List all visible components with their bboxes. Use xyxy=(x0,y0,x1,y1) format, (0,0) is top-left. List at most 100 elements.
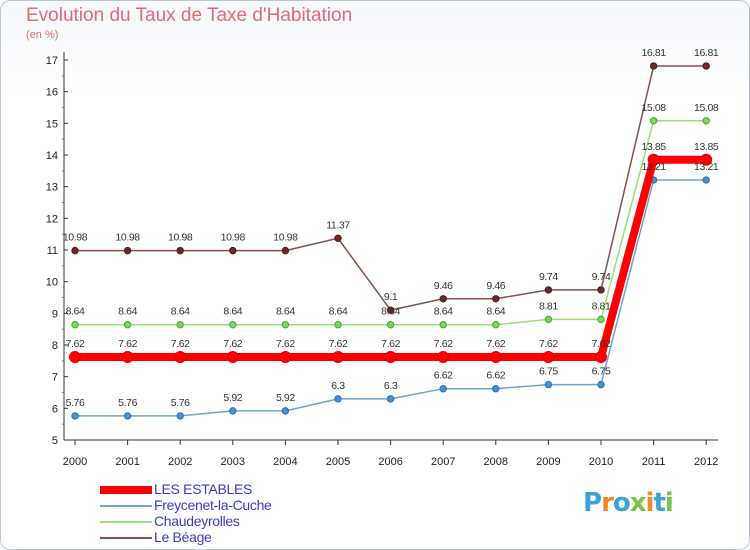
data-label: 8.64 xyxy=(276,306,295,318)
data-label: 7.62 xyxy=(223,338,242,350)
data-label: 6.3 xyxy=(384,380,398,392)
data-label: 8.64 xyxy=(223,306,242,318)
data-label: 7.62 xyxy=(381,338,400,350)
axes: 5 6 7 8 9 10 11 12 13 14 15 16 17 2000 2001 2002 2003 200… xyxy=(46,52,718,468)
x-tick-label: 2000 xyxy=(63,456,87,468)
data-point xyxy=(647,153,660,166)
y-tick-label: 9 xyxy=(52,308,58,320)
data-point xyxy=(332,351,344,364)
data-point xyxy=(123,412,132,420)
data-label: 7.62 xyxy=(171,338,190,350)
data-label: 6.62 xyxy=(486,370,505,382)
data-point xyxy=(176,321,184,329)
data-label: 5.76 xyxy=(118,397,137,409)
logo-letter: t xyxy=(653,488,665,518)
x-tick-label: 2001 xyxy=(115,456,139,468)
data-point xyxy=(174,351,187,364)
data-point xyxy=(702,117,710,125)
y-tick-label: 8 xyxy=(52,340,58,352)
data-point xyxy=(386,306,395,314)
data-point xyxy=(281,321,290,329)
data-point xyxy=(649,117,658,125)
legend-swatch xyxy=(100,505,152,507)
y-tick-label: 14 xyxy=(46,150,58,162)
x-tick-label: 2008 xyxy=(484,456,508,468)
x-tick-label: 2005 xyxy=(326,456,350,468)
data-label: 8.64 xyxy=(381,306,400,318)
y-tick-label: 16 xyxy=(46,87,58,99)
data-point xyxy=(542,351,555,364)
data-point xyxy=(71,246,79,255)
x-tick-label: 2006 xyxy=(378,456,402,468)
chart-subtitle: (en %) xyxy=(26,29,59,41)
data-label: 8.64 xyxy=(171,306,190,318)
y-tick-label: 5 xyxy=(52,435,58,447)
data-label: 6.3 xyxy=(331,380,345,392)
data-label: 6.62 xyxy=(434,370,453,382)
logo-letter: P xyxy=(583,488,602,518)
data-point xyxy=(176,412,184,420)
data-label: 13.85 xyxy=(641,141,666,153)
logo-letter: i xyxy=(645,488,655,518)
data-label: 13.85 xyxy=(694,141,719,153)
data-label: 7.62 xyxy=(276,338,295,350)
data-point xyxy=(544,286,553,294)
data-point xyxy=(386,321,395,329)
x-tick-label: 2002 xyxy=(168,456,192,468)
data-label: 10.98 xyxy=(115,232,140,244)
data-point xyxy=(71,321,79,329)
data-point xyxy=(489,351,502,364)
y-tick-label: 13 xyxy=(46,182,58,194)
data-point xyxy=(439,385,447,393)
data-point xyxy=(281,246,290,255)
data-point xyxy=(226,351,239,364)
data-label: 9.74 xyxy=(539,271,558,283)
data-label: 16.81 xyxy=(641,47,666,59)
data-point xyxy=(334,321,342,329)
y-tick-label: 17 xyxy=(46,55,58,67)
data-label: 5.92 xyxy=(276,392,295,404)
logo-letter: i xyxy=(664,488,674,518)
data-point xyxy=(121,351,134,364)
data-point xyxy=(702,62,710,70)
data-point xyxy=(334,234,342,242)
series-line xyxy=(74,65,707,311)
data-label: 9.46 xyxy=(434,280,453,292)
data-labels-1: 5.76 5.76 5.76 5.92 5.92 6.3 6.3 6.62 6.62 6.75 6.… xyxy=(66,161,720,409)
y-tick-label: 12 xyxy=(46,213,58,225)
data-label: 10.98 xyxy=(63,232,88,244)
data-label: 7.62 xyxy=(539,338,558,350)
data-point xyxy=(597,286,605,294)
data-point xyxy=(69,351,81,364)
data-point xyxy=(386,395,395,403)
series-3 xyxy=(71,62,710,314)
data-point xyxy=(439,295,447,303)
y-tick-label: 15 xyxy=(46,118,58,130)
legend-swatch xyxy=(100,537,152,539)
data-label: 9.46 xyxy=(486,280,505,292)
data-point xyxy=(492,385,500,393)
series-2 xyxy=(71,117,710,329)
y-tick-label: 10 xyxy=(46,277,58,289)
legend-swatch xyxy=(100,486,152,494)
data-label: 16.81 xyxy=(694,47,719,59)
data-point xyxy=(281,407,290,415)
data-label: 11.37 xyxy=(326,219,350,231)
data-point xyxy=(439,321,447,329)
legend-label: Freycenet-la-Cuche xyxy=(154,497,272,513)
data-point xyxy=(597,315,605,324)
logo-letter: x xyxy=(629,488,647,518)
x-tick-label: 2007 xyxy=(431,456,455,468)
x-tick-label: 2003 xyxy=(221,456,245,468)
data-point xyxy=(544,315,553,324)
data-label: 10.98 xyxy=(221,232,246,244)
data-label: 8.64 xyxy=(66,306,85,318)
data-label: 9.1 xyxy=(384,291,398,303)
y-tick-label: 6 xyxy=(52,403,58,415)
data-point xyxy=(700,153,713,166)
data-labels-0: 7.62 7.62 7.62 7.62 7.62 7.62 7.62 7.62 7.62 7.62… xyxy=(66,141,720,350)
data-label: 8.64 xyxy=(434,306,453,318)
data-point xyxy=(597,380,605,389)
data-point xyxy=(492,321,500,329)
